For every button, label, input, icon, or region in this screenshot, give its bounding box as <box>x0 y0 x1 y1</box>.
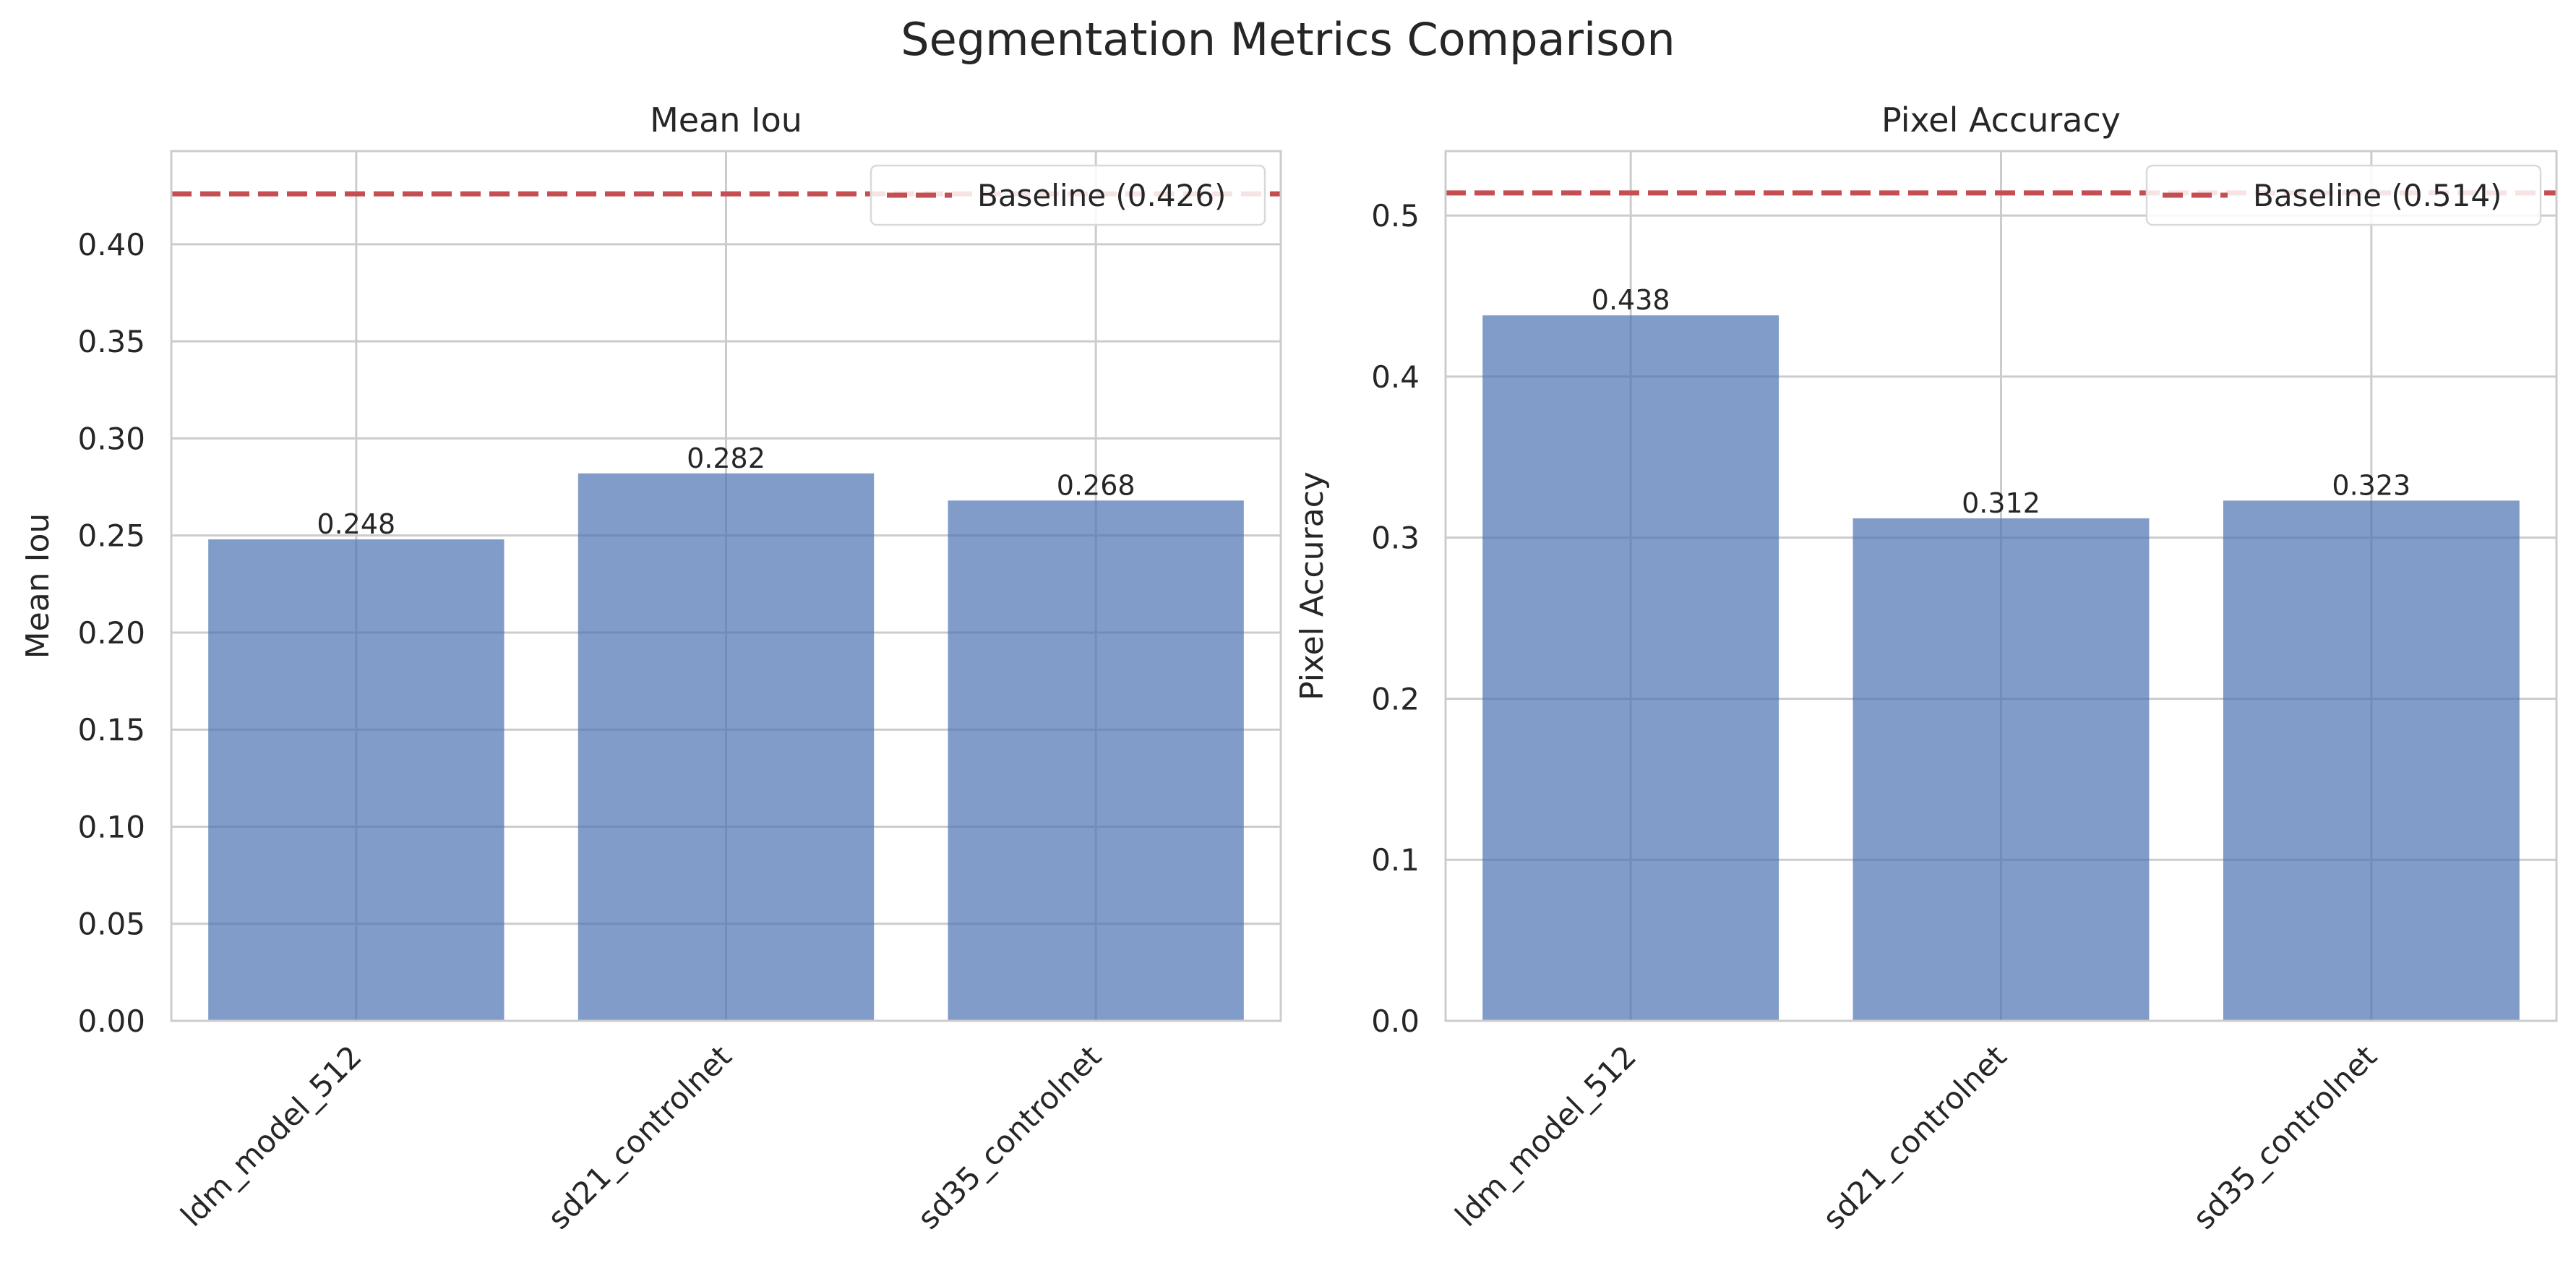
bar-value-label: 0.282 <box>687 442 765 474</box>
legend: Baseline (0.514) <box>2145 164 2542 226</box>
subplot-title: Pixel Accuracy <box>1881 100 2121 140</box>
y-tick-label: 0.10 <box>77 809 145 844</box>
x-tick-label: ldm_model_512 <box>1448 1038 1644 1233</box>
panel-mean-iou: 0.248 0.282 0.268 0.00 0.05 0.10 0.15 0.20 0.25 0… <box>20 100 1282 1236</box>
bar-sd21_controlnet <box>1852 518 2150 1021</box>
y-tick-label: 0.25 <box>77 518 145 554</box>
y-tick-label: 0.0 <box>1371 1003 1420 1039</box>
legend-box <box>870 164 1266 226</box>
bar-value-label: 0.312 <box>1962 487 2040 519</box>
y-tick-label: 0.05 <box>77 907 145 942</box>
y-tick-label: 0.30 <box>77 421 145 456</box>
x-tick-label: sd21_controlnet <box>1816 1038 2013 1236</box>
axes-frame <box>1444 150 2558 1022</box>
y-tick-label: 0.20 <box>77 615 145 651</box>
figure-title: Segmentation Metrics Comparison <box>901 13 1675 66</box>
bar-value-label: 0.323 <box>2332 469 2410 501</box>
y-tick-label: 0.35 <box>77 324 145 359</box>
bar-value-label: 0.438 <box>1592 284 1670 316</box>
bar-value-label: 0.268 <box>1057 469 1135 501</box>
subplot-title: Mean Iou <box>650 100 802 140</box>
y-tick-label: 0.15 <box>77 712 145 748</box>
y-tick-label: 0.2 <box>1371 681 1420 716</box>
legend-box <box>2145 164 2542 226</box>
y-tick-label: 0.4 <box>1371 359 1420 395</box>
x-tick-label: sd35_controlnet <box>2186 1038 2384 1236</box>
axes-frame <box>170 150 1282 1022</box>
y-axis-label: Mean Iou <box>20 513 56 659</box>
y-tick-label: 0.5 <box>1371 198 1420 234</box>
y-tick-label: 0.40 <box>77 227 145 262</box>
y-tick-label: 0.00 <box>77 1003 145 1039</box>
legend-label: Baseline (0.426) <box>977 178 1226 213</box>
panel-pixel-accuracy: 0.438 0.312 0.323 0.0 0.1 0.2 0.3 0.4 0.5 ldm_mod… <box>1294 100 2558 1236</box>
bar-sd35_controlnet <box>948 500 1244 1021</box>
x-tick-label: sd21_controlnet <box>541 1038 738 1236</box>
bar-ldm_model_512 <box>1482 315 1779 1021</box>
y-tick-label: 0.3 <box>1371 521 1420 556</box>
bar-ldm_model_512 <box>208 539 505 1021</box>
y-tick-label: 0.1 <box>1371 842 1420 878</box>
y-axis-label: Pixel Accuracy <box>1294 471 1331 701</box>
x-tick-label: sd35_controlnet <box>911 1038 1108 1236</box>
x-tick-label: ldm_model_512 <box>173 1038 369 1233</box>
legend: Baseline (0.426) <box>870 164 1266 226</box>
bar-sd35_controlnet <box>2223 500 2520 1021</box>
bar-sd21_controlnet <box>578 473 875 1021</box>
bar-value-label: 0.248 <box>317 508 395 540</box>
legend-label: Baseline (0.514) <box>2253 178 2502 213</box>
